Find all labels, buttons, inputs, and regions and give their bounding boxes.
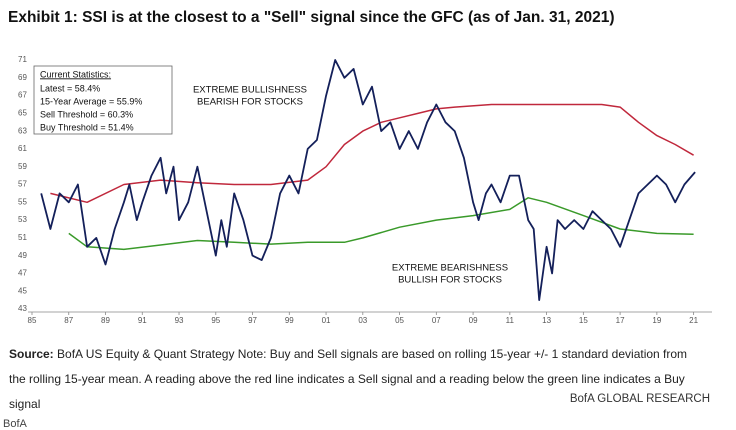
y-tick-label: 61 (18, 144, 27, 153)
source-text: BofA US Equity & Quant Strategy Note: Bu… (9, 347, 688, 411)
x-tick-label: 99 (285, 316, 294, 325)
x-tick-label: 19 (652, 316, 661, 325)
x-tick-label: 93 (175, 316, 184, 325)
y-tick-label: 49 (18, 251, 27, 260)
x-tick-label: 87 (64, 316, 73, 325)
y-tick-label: 53 (18, 215, 27, 224)
y-tick-label: 65 (18, 108, 27, 117)
line-series (50, 103, 694, 204)
brand: BofA GLOBAL RESEARCH (569, 393, 710, 405)
x-tick-label: 95 (211, 316, 220, 325)
x-tick-label: 07 (432, 316, 441, 325)
stat: 15-Year Average = 55.9% (40, 96, 142, 106)
y-tick-label: 59 (18, 162, 27, 171)
x-tick-label: 11 (506, 316, 515, 325)
source-note: Source: BofA US Equity & Quant Strategy … (9, 342, 699, 417)
line-series (40, 59, 696, 301)
x-tick-label: 89 (101, 316, 110, 325)
x-tick-label: 21 (689, 316, 698, 325)
line-series (68, 197, 694, 251)
x-tick-label: 13 (542, 316, 551, 325)
x-tick-label: 85 (28, 316, 37, 325)
chart: Exhibit 1: SSI is at the closest to a "S… (8, 9, 712, 325)
y-tick-label: 45 (18, 286, 27, 295)
x-tick-label: 17 (616, 316, 625, 325)
y-tick-label: 69 (18, 73, 27, 82)
x-tick-label: 91 (138, 316, 147, 325)
stat: Latest = 58.4% (40, 83, 100, 93)
stats-box (33, 65, 173, 135)
x-tick-label: 05 (395, 316, 404, 325)
stats-title: Current Statistics: (40, 69, 111, 79)
y-tick-label: 71 (18, 55, 27, 64)
y-tick-label: 51 (18, 233, 27, 242)
source-label: Source: (9, 347, 54, 361)
annotation: EXTREME BULLISHNESS (193, 85, 307, 96)
y-tick-label: 55 (18, 197, 27, 206)
y-tick-label: 57 (18, 180, 27, 189)
stat: Buy Threshold = 51.4% (40, 122, 134, 132)
y-tick-label: 67 (18, 91, 27, 100)
x-tick-label: 15 (579, 316, 588, 325)
y-tick-label: 43 (18, 304, 27, 313)
annotation: BULLISH FOR STOCKS (398, 275, 502, 286)
x-tick-label: 03 (358, 316, 367, 325)
x-tick-label: 97 (248, 316, 257, 325)
x-tick-label: 09 (469, 316, 478, 325)
chart-title: Exhibit 1: SSI is at the closest to a "S… (8, 9, 614, 26)
footer: BofA (3, 418, 27, 430)
annotation: BEARISH FOR STOCKS (197, 97, 303, 108)
annotation: EXTREME BEARISHNESS (392, 263, 508, 274)
y-tick-label: 63 (18, 126, 27, 135)
x-tick-label: 01 (322, 316, 331, 325)
stat: Sell Threshold = 60.3% (40, 109, 133, 119)
y-tick-label: 47 (18, 269, 27, 278)
